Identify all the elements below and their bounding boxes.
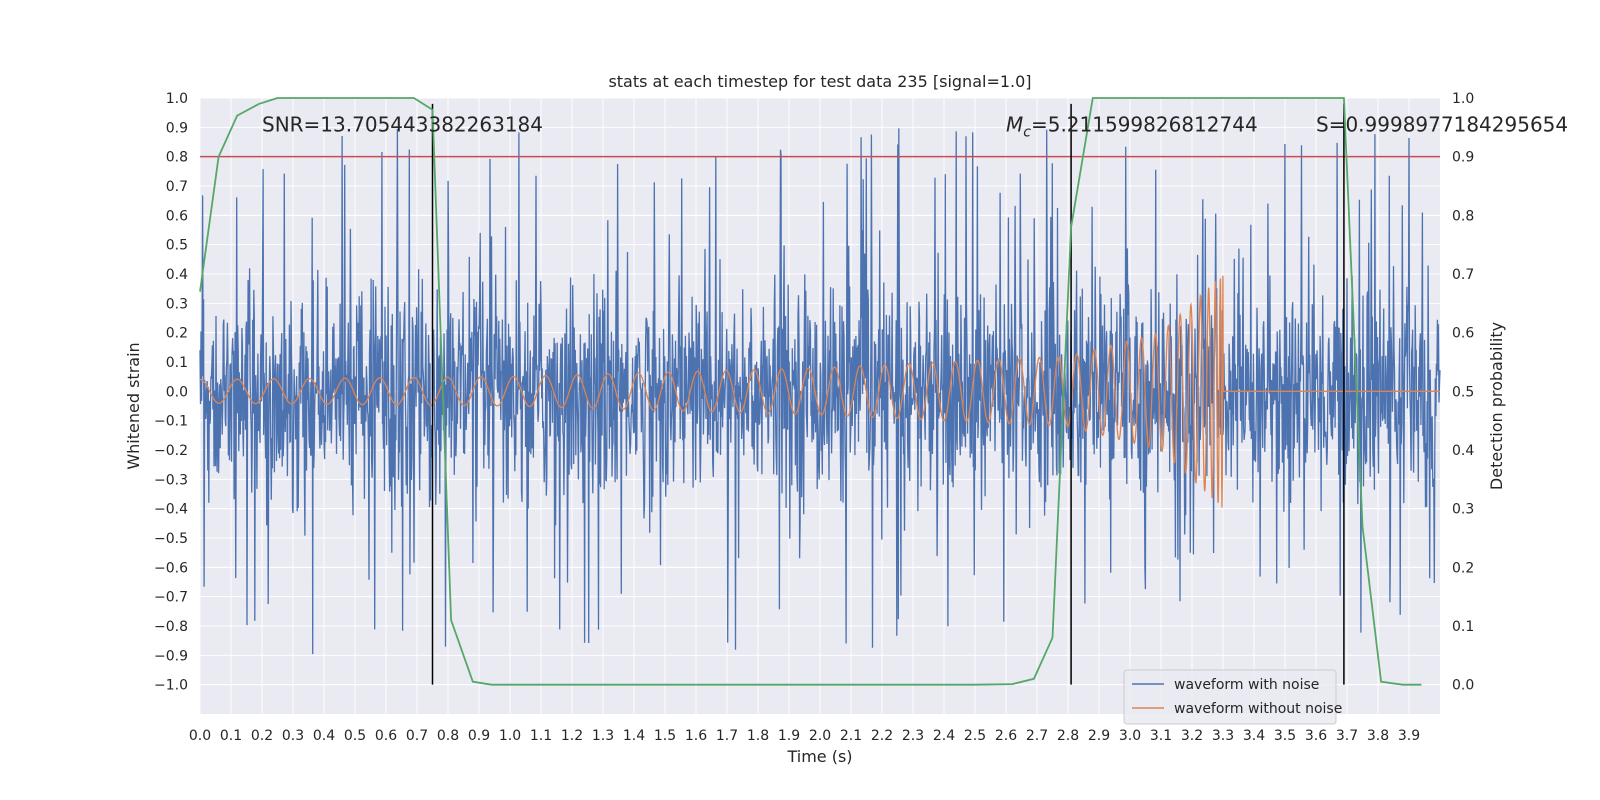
y-tick-label: −0.2 xyxy=(154,443,188,459)
x-tick-label: 2.6 xyxy=(995,728,1017,744)
x-tick-label: 2.0 xyxy=(809,728,831,744)
x-tick-label: 1.8 xyxy=(747,728,769,744)
overlay-layer xyxy=(199,97,1440,686)
x-tick-label: 3.1 xyxy=(1150,728,1172,744)
x-tick-label: 0.2 xyxy=(251,728,273,744)
x-tick-label: 3.9 xyxy=(1398,728,1420,744)
y-axis-label: Whitened strain xyxy=(124,342,143,469)
x-tick-label: 2.4 xyxy=(933,728,955,744)
y-tick-label: 0.3 xyxy=(166,296,188,312)
y-right-tick-label: 0.4 xyxy=(1452,443,1474,459)
y-right-tick-label: 0.8 xyxy=(1452,208,1474,224)
chart-title: stats at each timestep for test data 235… xyxy=(608,72,1031,91)
x-tick-label: 2.8 xyxy=(1057,728,1079,744)
x-tick-label: 0.3 xyxy=(282,728,304,744)
y-tick-label: −0.8 xyxy=(154,619,188,635)
y-right-tick-label: 0.6 xyxy=(1452,326,1474,342)
x-tick-label: 3.8 xyxy=(1367,728,1389,744)
y-axis-right-label: Detection probability xyxy=(1487,322,1506,490)
x-tick-label: 0.5 xyxy=(344,728,366,744)
series-waveform-with-noise xyxy=(199,128,1441,655)
legend-label-noise: waveform with noise xyxy=(1174,677,1319,693)
x-tick-label: 1.2 xyxy=(561,728,583,744)
y-tick-label: −0.4 xyxy=(154,502,188,518)
x-tick-label: 3.6 xyxy=(1305,728,1327,744)
x-tick-label: 2.5 xyxy=(964,728,986,744)
x-tick-label: 1.6 xyxy=(685,728,707,744)
y-tick-label: 0.1 xyxy=(166,355,188,371)
legend-label-clean: waveform without noise xyxy=(1174,701,1342,717)
annotation-text: SNR=13.705443382263184 xyxy=(262,112,543,136)
y-tick-label: 0.5 xyxy=(166,238,188,254)
y-right-tick-label: 0.7 xyxy=(1452,267,1474,283)
y-tick-label: −0.6 xyxy=(154,560,188,576)
series-layer xyxy=(199,128,1441,655)
y-tick-label: 0.6 xyxy=(166,208,188,224)
x-tick-label: 1.9 xyxy=(778,728,800,744)
y-tick-label: −0.3 xyxy=(154,472,188,488)
x-tick-label: 0.1 xyxy=(220,728,242,744)
y-right-tick-label: 0.0 xyxy=(1452,678,1474,694)
y-tick-label: 0.0 xyxy=(166,384,188,400)
y-tick-label: 0.2 xyxy=(166,326,188,342)
x-tick-label: 3.4 xyxy=(1243,728,1265,744)
y-tick-label: 0.9 xyxy=(166,120,188,136)
ticks-layer: 0.0 0.1 0.2 0.3 0.4 0.5 0.6 0.7 0.8 0.9 1.0 1.1 1.2 1… xyxy=(154,91,1474,744)
y-tick-label: 0.4 xyxy=(166,267,188,283)
x-tick-label: 2.1 xyxy=(840,728,862,744)
x-tick-label: 1.1 xyxy=(530,728,552,744)
y-right-tick-label: 0.3 xyxy=(1452,502,1474,518)
y-right-tick-label: 0.5 xyxy=(1452,384,1474,400)
x-tick-label: 1.7 xyxy=(716,728,738,744)
x-tick-label: 2.3 xyxy=(902,728,924,744)
x-tick-label: 0.4 xyxy=(313,728,335,744)
y-tick-label: 0.8 xyxy=(166,150,188,166)
series-detection-probability xyxy=(199,97,1422,686)
annotation-text: S=0.9998977184295654 xyxy=(1316,112,1568,136)
x-tick-label: 2.2 xyxy=(871,728,893,744)
x-tick-label: 1.0 xyxy=(499,728,521,744)
y-tick-label: 1.0 xyxy=(166,91,188,107)
y-tick-label: 0.7 xyxy=(166,179,188,195)
x-tick-label: 0.0 xyxy=(189,728,211,744)
y-right-tick-label: 1.0 xyxy=(1452,91,1474,107)
x-axis-label: Time (s) xyxy=(786,747,852,766)
y-tick-label: −1.0 xyxy=(154,678,188,694)
x-tick-label: 0.8 xyxy=(437,728,459,744)
y-tick-label: −0.5 xyxy=(154,531,188,547)
x-tick-label: 0.9 xyxy=(468,728,490,744)
x-tick-label: 3.5 xyxy=(1274,728,1296,744)
y-tick-label: −0.1 xyxy=(154,414,188,430)
x-tick-label: 0.6 xyxy=(375,728,397,744)
legend: waveform with noise waveform without noi… xyxy=(1123,669,1342,725)
x-tick-label: 0.7 xyxy=(406,728,428,744)
y-tick-label: −0.7 xyxy=(154,590,188,606)
y-right-tick-label: 0.9 xyxy=(1452,150,1474,166)
x-tick-label: 3.0 xyxy=(1119,728,1141,744)
x-tick-label: 3.7 xyxy=(1336,728,1358,744)
y-tick-label: −0.9 xyxy=(154,648,188,664)
y-right-tick-label: 0.1 xyxy=(1452,619,1474,635)
x-tick-label: 1.4 xyxy=(623,728,645,744)
annotation-text: Mc=5.211599826812744 xyxy=(1006,112,1258,140)
x-tick-label: 3.3 xyxy=(1212,728,1234,744)
x-tick-label: 1.5 xyxy=(654,728,676,744)
x-tick-label: 2.7 xyxy=(1026,728,1048,744)
legend-box xyxy=(1123,669,1337,725)
x-tick-label: 3.2 xyxy=(1181,728,1203,744)
y-right-tick-label: 0.2 xyxy=(1452,560,1474,576)
annotation-layer: SNR=13.705443382263184 Mc=5.2115998268127… xyxy=(262,112,1568,140)
x-tick-label: 1.3 xyxy=(592,728,614,744)
x-tick-label: 2.9 xyxy=(1088,728,1110,744)
series-waveform-without-noise xyxy=(200,275,1440,508)
